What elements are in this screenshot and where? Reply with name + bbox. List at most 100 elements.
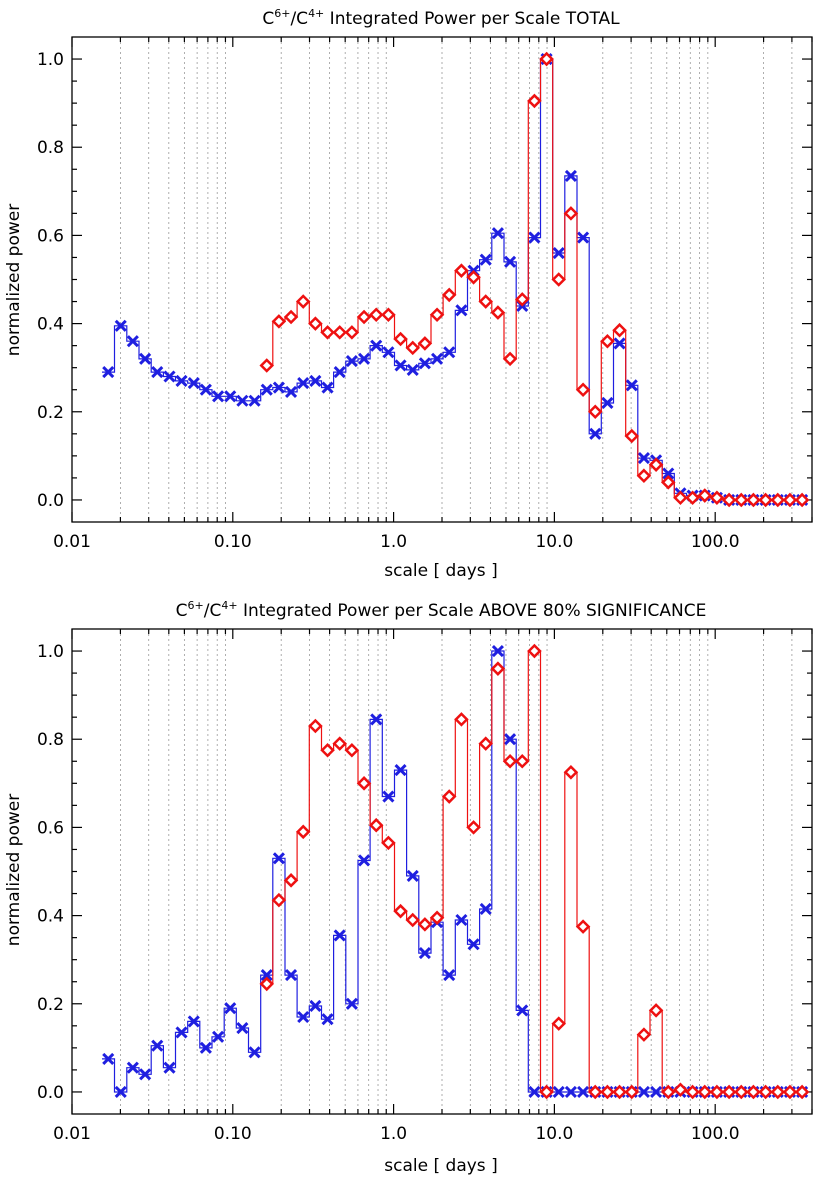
top-series-blue-marker [224, 390, 237, 403]
top-series-blue-marker [491, 227, 504, 240]
top-series-blue-marker [248, 394, 261, 407]
bottom-series-blue-marker [126, 1061, 139, 1074]
bottom-series-blue-marker [650, 1085, 663, 1099]
bottom-series-blue-marker [552, 1085, 565, 1099]
bottom-panel-title: C6+/C4+ Integrated Power per Scale ABOVE… [176, 599, 707, 621]
bottom-series-blue-marker [102, 1052, 115, 1065]
top-plot-area: 0.01 0.10 1.0 10.0 100.0 0.0 0.2 0.4 0.6 0.8 1.0 [37, 36, 813, 552]
bottom-title-c6: C [176, 601, 188, 621]
top-y-tick-label: 0.0 [37, 491, 64, 511]
bottom-series-red-marker [673, 1082, 688, 1098]
bottom-series-blue-marker [370, 713, 383, 726]
bottom-series-blue-marker [199, 1041, 212, 1054]
top-series-blue-marker [284, 385, 298, 398]
top-series-red-marker [295, 294, 311, 309]
top-series-blue-marker [613, 337, 626, 350]
bottom-series-blue-marker [564, 1085, 577, 1099]
bottom-series-red-marker [746, 1084, 761, 1100]
bottom-series-blue-marker [382, 790, 395, 803]
top-title-c6: C [262, 9, 274, 29]
top-series-blue-marker [272, 381, 285, 394]
top-series-red-marker [612, 322, 627, 338]
bottom-series-blue-marker [528, 1085, 541, 1099]
bottom-plot-frame [71, 628, 813, 1115]
bottom-series-red-marker [770, 1084, 786, 1100]
top-series-blue-marker [333, 366, 346, 379]
top-series-red-marker [417, 336, 433, 351]
bottom-series-blue-marker [248, 1046, 261, 1059]
bottom-series-blue-marker [163, 1061, 176, 1074]
bottom-series-red-marker [685, 1084, 700, 1100]
top-series-red-marker [527, 93, 542, 109]
top-series-blue-marker [637, 452, 650, 465]
top-series-red-marker [697, 488, 713, 503]
top-series-red-marker [636, 468, 652, 483]
top-series-red-marker [490, 305, 506, 320]
bottom-y-tick-label: 0.6 [37, 818, 64, 838]
bottom-series-red-marker [429, 910, 445, 926]
top-series-red-line [260, 58, 809, 501]
top-series-red-marker [454, 263, 469, 278]
top-x-tick-label: 10.0 [535, 532, 573, 552]
bottom-series-red-marker [368, 817, 384, 833]
top-series-red-marker [794, 492, 810, 508]
bottom-series-blue-marker [321, 1013, 334, 1026]
top-title-sup1: 6+ [274, 7, 290, 20]
bottom-series-red-marker [612, 1084, 627, 1100]
top-series-red-marker [600, 333, 615, 349]
top-series-red-marker [758, 492, 773, 508]
top-series-red-marker [782, 492, 798, 508]
bottom-series-red-marker [441, 789, 457, 804]
top-series-red-marker [514, 292, 530, 307]
bottom-x-tick-label: 100.0 [691, 1124, 740, 1144]
bottom-series-red-marker [721, 1084, 737, 1100]
top-title-sep: /C [290, 9, 308, 29]
bottom-x-axis-label: scale [ days ] [384, 1156, 497, 1176]
top-series-red-marker [332, 325, 347, 340]
bottom-series-blue-marker [637, 1085, 650, 1099]
top-series-blue-marker [577, 231, 590, 244]
top-series-blue-marker [260, 383, 273, 396]
bottom-y-tick-label: 0.4 [37, 907, 64, 927]
bottom-series-blue-marker [455, 913, 468, 927]
bottom-y-tick-label: 0.0 [37, 1083, 64, 1103]
bottom-plot-area: 0.01 0.10 1.0 10.0 100.0 0.0 0.2 0.4 0.6 0.8 1.0 [37, 628, 813, 1144]
top-series-red-marker [283, 309, 299, 325]
bottom-series-blue-marker [309, 999, 322, 1013]
top-series-red-marker [551, 272, 566, 287]
top-series-blue-marker [479, 253, 492, 266]
top-series-blue-marker [589, 427, 602, 440]
top-series-red-marker [441, 287, 457, 303]
top-y-axis-label: normalized power [4, 204, 24, 356]
bottom-series-blue-marker [504, 733, 517, 746]
bottom-series-blue-marker [297, 1010, 310, 1024]
bottom-series-red-marker [295, 824, 311, 840]
top-x-axis-label: scale [ days ] [384, 561, 497, 581]
top-series-red-marker [429, 307, 445, 323]
top-x-tick-label: 0.01 [53, 532, 91, 552]
bottom-series-red-marker [539, 1084, 554, 1100]
top-series-blue-marker [455, 304, 468, 317]
bottom-title-rest: Integrated Power per Scale ABOVE 80% SIG… [238, 601, 707, 621]
bottom-series-red-marker [308, 718, 323, 734]
bottom-series-red-marker [782, 1084, 798, 1100]
top-series-red-marker [563, 206, 579, 221]
top-series-blue-marker [564, 169, 577, 182]
bottom-series-blue-marker [479, 902, 492, 916]
top-series-blue-marker [139, 352, 152, 365]
top-series-red-marker [770, 492, 786, 508]
bottom-series-blue-marker [284, 969, 298, 982]
bottom-series-red-marker [563, 765, 579, 780]
top-series-red-marker [660, 475, 676, 490]
top-series-red-marker [587, 404, 603, 420]
top-series-red-marker [259, 358, 275, 373]
top-series-blue-marker [662, 467, 675, 480]
bottom-series-red-marker [381, 835, 396, 851]
bottom-series-red-marker [794, 1084, 810, 1100]
top-y-tick-label: 1.0 [37, 50, 64, 70]
top-series-red-marker [344, 325, 360, 340]
bottom-series-red-marker [356, 776, 372, 791]
bottom-series-red-marker [393, 903, 408, 919]
top-series-blue-marker [236, 394, 249, 407]
bottom-series-red-marker [551, 1016, 566, 1031]
